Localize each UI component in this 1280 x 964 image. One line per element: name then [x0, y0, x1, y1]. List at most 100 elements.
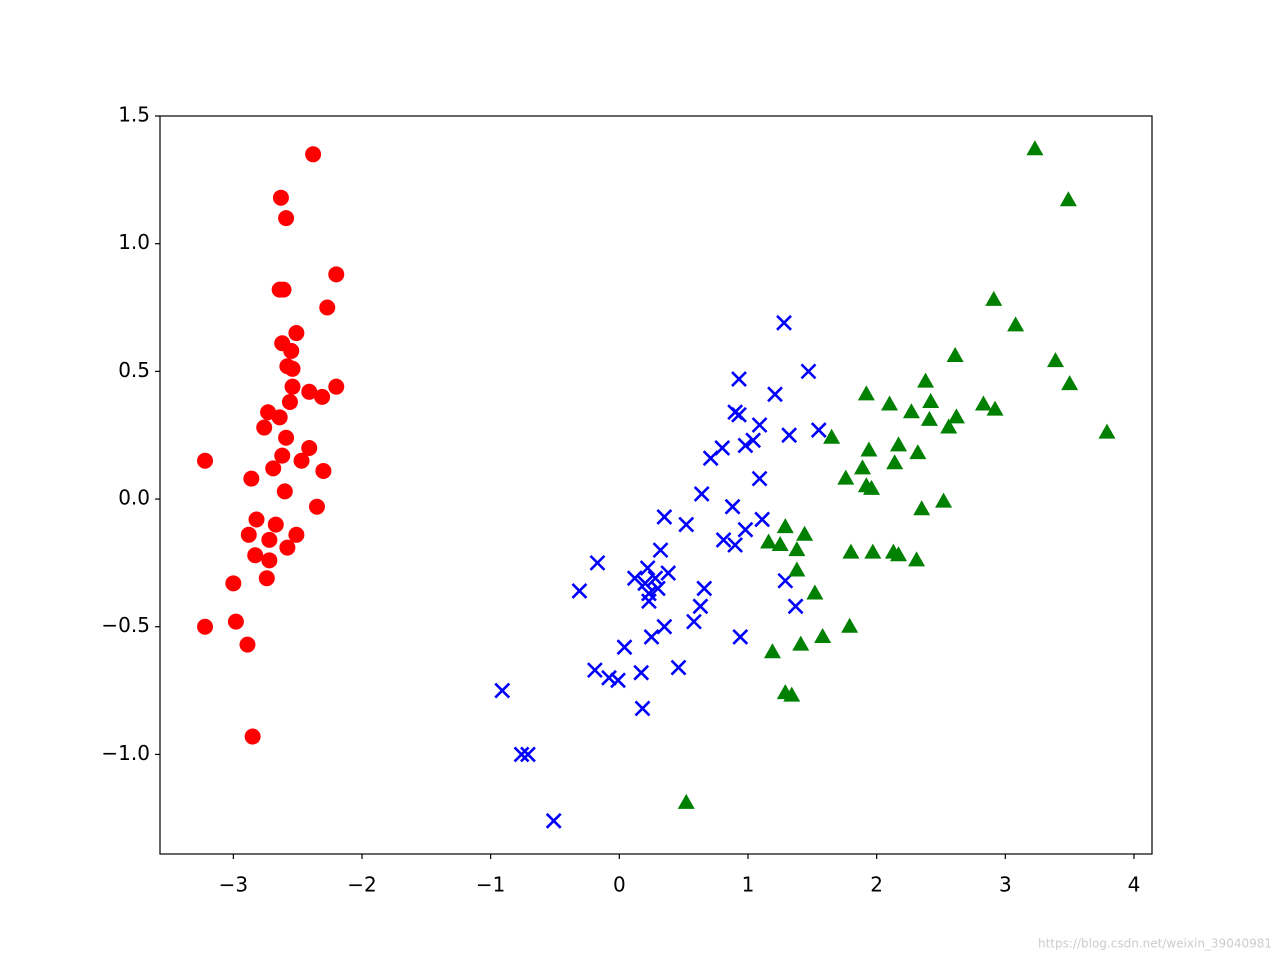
point: [256, 419, 273, 436]
point: [731, 371, 747, 387]
point: [227, 613, 244, 630]
point: [633, 664, 650, 681]
point: [909, 444, 927, 460]
point: [917, 372, 935, 388]
point: [240, 526, 257, 543]
point: [328, 266, 345, 283]
point: [715, 531, 732, 548]
plot-area: [160, 116, 1152, 854]
point: [276, 483, 293, 500]
point: [301, 439, 318, 456]
point: [641, 585, 657, 602]
x-tick-label: 0: [613, 873, 626, 897]
point: [243, 470, 260, 487]
point: [935, 492, 953, 508]
point: [265, 460, 282, 477]
point: [279, 539, 296, 556]
point: [274, 447, 291, 464]
point: [692, 598, 709, 615]
point: [737, 437, 754, 454]
y-tick-label: 0.5: [118, 358, 150, 382]
point: [702, 450, 719, 467]
point: [771, 536, 789, 552]
x-tick-label: −1: [476, 873, 505, 897]
point: [792, 635, 810, 651]
point: [810, 422, 827, 439]
point: [328, 378, 345, 395]
y-tick-label: −1.0: [101, 741, 150, 765]
y-tick-label: −0.5: [101, 613, 150, 637]
point: [258, 570, 275, 587]
axes-frame: [159, 115, 1153, 855]
point: [881, 395, 899, 411]
point: [634, 700, 651, 717]
x-tick-label: 1: [742, 873, 755, 897]
point: [288, 325, 305, 342]
point: [314, 388, 331, 405]
point: [656, 618, 673, 635]
point: [947, 408, 965, 424]
point: [696, 580, 713, 597]
point: [751, 417, 768, 433]
point: [814, 627, 832, 643]
point: [520, 746, 536, 763]
point: [601, 669, 617, 686]
point: [272, 189, 289, 206]
point: [800, 363, 817, 380]
point: [267, 516, 284, 533]
point: [724, 498, 741, 515]
point: [637, 575, 653, 592]
point: [278, 210, 295, 227]
point: [946, 347, 964, 363]
x-tick-label: −3: [219, 873, 248, 897]
point: [315, 462, 332, 479]
point: [908, 551, 926, 567]
point: [841, 617, 859, 633]
point: [776, 518, 794, 534]
point: [860, 441, 878, 457]
point: [225, 575, 242, 592]
point: [678, 516, 695, 533]
point: [589, 554, 606, 571]
watermark: https://blog.csdn.net/weixin_39040981: [1038, 937, 1272, 951]
point: [985, 290, 1003, 306]
point: [854, 459, 872, 475]
point: [643, 629, 660, 645]
point: [783, 686, 801, 702]
point: [920, 410, 938, 426]
point: [639, 560, 656, 576]
point: [1007, 316, 1025, 332]
marks: [197, 140, 1116, 829]
point: [974, 395, 992, 411]
point: [288, 526, 305, 543]
point: [737, 521, 754, 538]
point: [275, 281, 292, 298]
point: [754, 511, 771, 528]
point: [494, 682, 511, 699]
point: [244, 728, 261, 745]
point: [284, 360, 301, 377]
point: [670, 659, 687, 676]
point: [864, 543, 882, 559]
point: [727, 537, 744, 553]
point: [281, 394, 298, 411]
point: [940, 418, 958, 434]
x-tick-label: 4: [1128, 873, 1141, 897]
x-tick-label: −2: [347, 873, 376, 897]
y-tick-label: 1.0: [118, 230, 150, 254]
point: [731, 406, 747, 423]
point: [760, 533, 778, 549]
point: [283, 342, 300, 359]
point: [857, 385, 875, 401]
point: [677, 793, 695, 809]
point: [1047, 352, 1065, 368]
point: [763, 643, 781, 659]
point: [913, 500, 931, 516]
point: [656, 509, 673, 525]
point: [239, 636, 256, 653]
point: [271, 409, 288, 426]
point: [886, 454, 904, 470]
point: [890, 546, 908, 562]
x-tick-label: 3: [999, 873, 1012, 897]
